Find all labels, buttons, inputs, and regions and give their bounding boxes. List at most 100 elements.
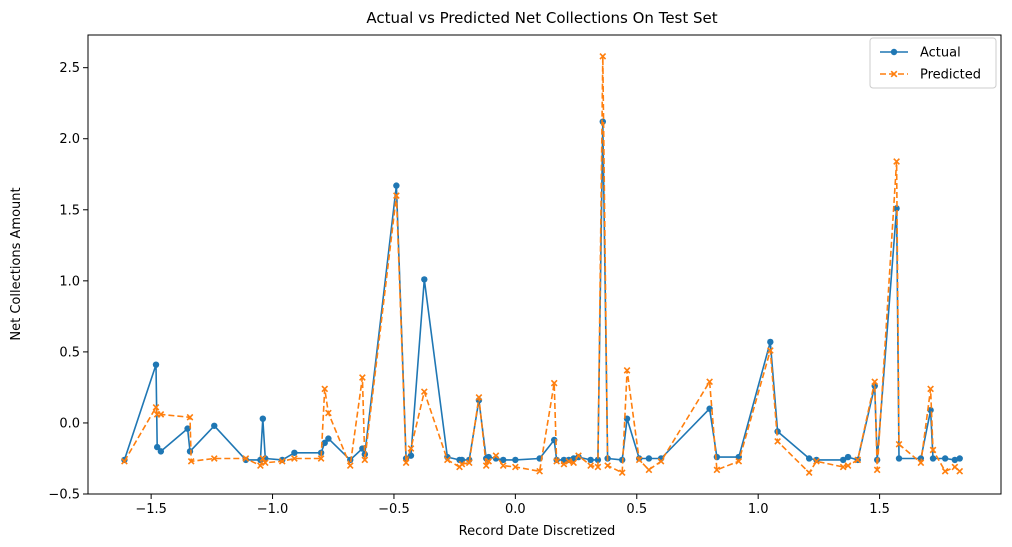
y-tick-label: 0.5 <box>59 345 80 360</box>
data-point-actual <box>645 455 653 462</box>
data-point-predicted <box>941 467 949 475</box>
y-tick-label: 1.0 <box>59 274 80 289</box>
series-actual <box>121 118 963 464</box>
data-point-predicted <box>854 456 862 464</box>
data-point-predicted <box>587 462 595 469</box>
plot-area <box>121 52 964 477</box>
data-point-predicted <box>152 403 160 411</box>
data-point-predicted <box>956 467 964 475</box>
axes: −1.5 −1.0 −0.5 0.0 0.5 1.0 1.5 −0.5 0.0 0.5 1.0 1.5… <box>48 34 1002 517</box>
x-tick-label: −0.5 <box>378 502 410 517</box>
legend: Actual Predicted <box>869 37 997 89</box>
x-tick-label: 1.5 <box>869 502 890 517</box>
legend-marker <box>890 70 898 78</box>
data-point-actual <box>421 276 428 283</box>
series-line-predicted <box>123 55 961 474</box>
chart-title: Actual vs Predicted Net Collections On T… <box>366 9 717 27</box>
data-point-predicted <box>259 455 267 462</box>
data-point-predicted <box>706 378 713 386</box>
data-point-predicted <box>929 446 937 454</box>
data-point-predicted <box>407 445 415 452</box>
plot-frame <box>87 34 1002 495</box>
data-point-predicted <box>458 460 466 468</box>
data-point-actual <box>713 453 721 461</box>
y-tick-label: 1.5 <box>59 203 80 218</box>
x-tick-label: 0.0 <box>505 502 526 517</box>
data-point-predicted <box>873 466 881 474</box>
legend-item-predicted: Predicted <box>880 68 981 83</box>
data-point-predicted <box>499 462 507 469</box>
data-point-predicted <box>713 466 721 474</box>
data-point-predicted <box>359 374 366 381</box>
y-tick-label: 2.0 <box>59 132 80 147</box>
data-point-actual <box>941 455 949 462</box>
data-point-predicted <box>317 455 325 462</box>
data-point-predicted <box>599 52 607 60</box>
data-point-predicted <box>657 457 665 465</box>
data-point-predicted <box>157 411 165 418</box>
data-point-predicted <box>325 409 332 417</box>
data-point-predicted <box>393 192 400 199</box>
data-point-predicted <box>766 347 774 354</box>
data-point-predicted <box>187 457 195 465</box>
data-point-predicted <box>844 462 852 469</box>
data-point-actual <box>500 456 507 464</box>
data-point-predicted <box>257 462 264 469</box>
legend-marker <box>890 48 898 56</box>
data-point-predicted <box>893 158 900 165</box>
data-point-predicted <box>565 457 573 465</box>
data-point-actual <box>186 448 194 455</box>
data-point-predicted <box>645 466 653 474</box>
data-point-predicted <box>482 462 490 469</box>
data-point-predicted <box>575 452 582 459</box>
data-point-actual <box>154 443 161 451</box>
x-tick-label: −1.0 <box>257 502 289 517</box>
x-axis-title: Record Date Discretized <box>459 524 616 539</box>
data-point-predicted <box>618 469 626 477</box>
y-tick-label: 2.5 <box>59 61 80 76</box>
legend-item-actual: Actual <box>880 46 961 61</box>
data-point-predicted <box>465 459 473 467</box>
data-point-predicted <box>321 385 329 393</box>
y-tick-label: 0.0 <box>59 416 80 431</box>
x-tick-label: −1.5 <box>135 502 167 517</box>
data-point-actual <box>929 455 937 462</box>
data-point-actual <box>393 182 400 189</box>
data-point-actual <box>951 456 959 464</box>
data-point-actual <box>325 435 332 442</box>
data-point-actual <box>767 338 774 346</box>
data-point-predicted <box>444 456 451 464</box>
data-point-predicted <box>813 457 820 465</box>
data-point-actual <box>844 453 852 461</box>
data-point-predicted <box>402 459 410 467</box>
data-point-actual <box>152 361 160 368</box>
data-point-actual <box>956 455 963 462</box>
data-point-predicted <box>420 388 428 396</box>
y-axis-title: Net Collections Amount <box>9 187 24 340</box>
series-predicted <box>121 52 964 477</box>
data-point-actual <box>321 439 328 447</box>
data-point-actual <box>594 456 602 464</box>
data-point-predicted <box>361 456 369 464</box>
data-point-predicted <box>485 457 493 465</box>
series-line-actual <box>123 120 960 461</box>
data-point-predicted <box>121 457 128 465</box>
data-point-actual <box>211 422 218 429</box>
data-point-actual <box>839 456 847 464</box>
data-point-predicted <box>927 385 934 393</box>
data-point-predicted <box>623 367 631 374</box>
data-point-actual <box>512 456 519 464</box>
data-point-predicted <box>805 469 813 477</box>
data-point-actual <box>407 452 415 459</box>
data-point-predicted <box>604 462 611 469</box>
data-point-actual <box>291 449 298 456</box>
data-point-predicted <box>774 438 781 445</box>
data-point-predicted <box>871 378 879 386</box>
data-point-actual <box>805 455 813 462</box>
x-tick-label: 0.5 <box>626 502 647 517</box>
data-point-predicted <box>917 459 925 467</box>
data-point-predicted <box>536 467 544 475</box>
data-point-predicted <box>210 455 218 462</box>
data-point-predicted <box>635 456 643 464</box>
data-point-actual <box>157 448 165 455</box>
